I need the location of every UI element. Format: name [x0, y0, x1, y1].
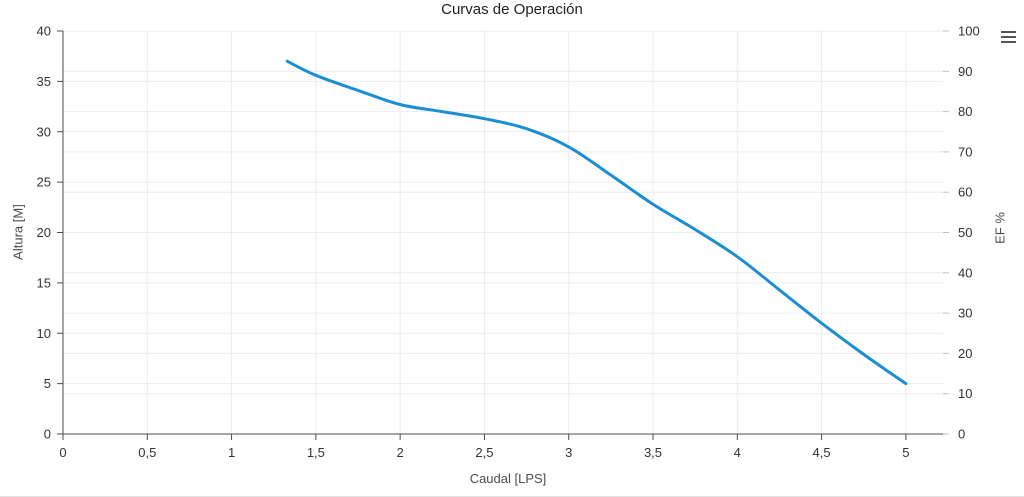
chart-title: Curvas de Operación: [441, 1, 583, 18]
y-right-tick-label: 100: [958, 24, 980, 39]
y-left-tick-label: 35: [37, 74, 51, 89]
hamburger-icon: [1001, 30, 1016, 34]
y-left-tick-label: 40: [37, 24, 51, 39]
y-right-tick-label: 90: [958, 64, 972, 79]
y-right-tick-label: 40: [958, 265, 972, 280]
y-left-tick-label: 30: [37, 124, 51, 139]
y-left-tick-label: 25: [37, 175, 51, 190]
y-right-tick-label: 30: [958, 306, 972, 321]
axis-ticks: [57, 30, 949, 440]
series-line-altura[interactable]: [285, 59, 908, 386]
x-tick-label: 0: [59, 445, 66, 460]
y-right-tick-label: 50: [958, 225, 972, 240]
x-tick-label: 5: [902, 445, 909, 460]
y-left-tick-label: 5: [44, 376, 51, 391]
y-axis-title-left: Altura [M]: [10, 204, 26, 260]
y-right-tick-label: 0: [958, 427, 965, 442]
y-right-tick-label: 20: [958, 346, 972, 361]
y-right-tick-label: 80: [958, 104, 972, 119]
x-tick-label: 4: [734, 445, 741, 460]
y-left-tick-label: 20: [37, 225, 51, 240]
x-tick-label: 1,5: [307, 445, 325, 460]
x-tick-label: 1: [228, 445, 235, 460]
gridlines: [63, 30, 943, 434]
y-left-tick-label: 15: [37, 275, 51, 290]
x-tick-label: 3: [565, 445, 572, 460]
y-right-tick-label: 70: [958, 144, 972, 159]
y-left-tick-label: 10: [37, 326, 51, 341]
x-axis-title: Caudal [LPS]: [469, 471, 547, 486]
y-left-tick-label: 0: [44, 427, 51, 442]
y-axis-title-right: EF %: [992, 212, 1008, 244]
x-tick-label: 4,5: [813, 445, 831, 460]
chart-context-menu-button[interactable]: [998, 27, 1020, 47]
x-tick-label: 2: [397, 445, 404, 460]
y-right-tick-label: 10: [958, 386, 972, 401]
y-right-tick-label: 60: [958, 185, 972, 200]
x-tick-label: 3,5: [644, 445, 662, 460]
x-tick-label: 0,5: [138, 445, 156, 460]
x-tick-label: 2,5: [475, 445, 493, 460]
